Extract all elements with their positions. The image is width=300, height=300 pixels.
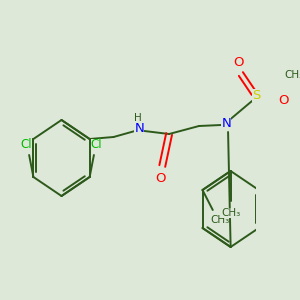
Text: O: O [233, 56, 244, 70]
Text: CH₃: CH₃ [210, 215, 229, 225]
Text: O: O [155, 172, 166, 185]
Text: O: O [278, 94, 289, 107]
Text: CH₃: CH₃ [221, 208, 240, 218]
Text: S: S [252, 89, 260, 103]
Text: Cl: Cl [91, 139, 102, 152]
Text: N: N [221, 118, 231, 130]
Text: N: N [134, 122, 144, 136]
Text: CH₃: CH₃ [284, 70, 300, 80]
Text: H: H [134, 113, 142, 123]
Text: Cl: Cl [21, 139, 32, 152]
